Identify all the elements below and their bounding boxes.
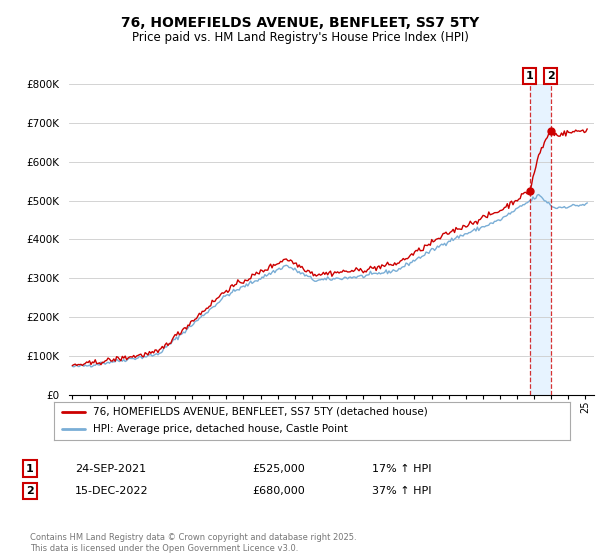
Text: 76, HOMEFIELDS AVENUE, BENFLEET, SS7 5TY: 76, HOMEFIELDS AVENUE, BENFLEET, SS7 5TY	[121, 16, 479, 30]
Text: 1: 1	[26, 464, 34, 474]
Text: 76, HOMEFIELDS AVENUE, BENFLEET, SS7 5TY (detached house): 76, HOMEFIELDS AVENUE, BENFLEET, SS7 5TY…	[92, 407, 427, 417]
Text: 15-DEC-2022: 15-DEC-2022	[75, 486, 149, 496]
Text: 1: 1	[526, 71, 533, 81]
Text: 2: 2	[547, 71, 554, 81]
Bar	[530, 84, 551, 395]
Text: Contains HM Land Registry data © Crown copyright and database right 2025.
This d: Contains HM Land Registry data © Crown c…	[30, 533, 356, 553]
Text: 24-SEP-2021: 24-SEP-2021	[75, 464, 146, 474]
Text: 37% ↑ HPI: 37% ↑ HPI	[372, 486, 431, 496]
Text: Price paid vs. HM Land Registry's House Price Index (HPI): Price paid vs. HM Land Registry's House …	[131, 31, 469, 44]
Text: 2: 2	[26, 486, 34, 496]
Text: £680,000: £680,000	[252, 486, 305, 496]
Text: 17% ↑ HPI: 17% ↑ HPI	[372, 464, 431, 474]
Text: HPI: Average price, detached house, Castle Point: HPI: Average price, detached house, Cast…	[92, 424, 347, 435]
Text: £525,000: £525,000	[252, 464, 305, 474]
